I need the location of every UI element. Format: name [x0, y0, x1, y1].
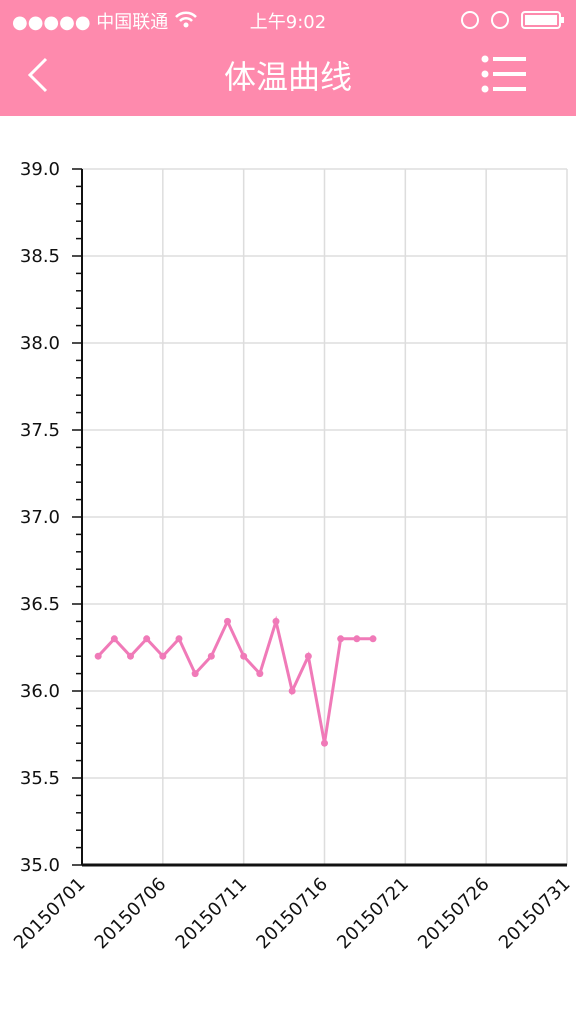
y-tick-label: 38.0	[20, 333, 60, 354]
y-tick-label: 35.5	[20, 768, 60, 789]
data-point	[175, 635, 183, 643]
data-point	[272, 617, 280, 625]
data-point	[94, 652, 102, 660]
y-tick-label: 37.0	[20, 507, 60, 528]
data-point	[191, 670, 199, 678]
data-point	[353, 635, 361, 643]
series-line	[97, 615, 373, 744]
y-tick-label: 38.5	[20, 246, 60, 267]
data-point	[127, 652, 134, 660]
data-point	[256, 670, 264, 678]
data-point	[288, 687, 296, 695]
x-tick-label: 20150731	[495, 874, 575, 954]
y-tick-label: 39.0	[20, 159, 60, 180]
data-point	[224, 617, 231, 625]
data-point	[143, 635, 151, 643]
y-tick-label: 36.5	[20, 594, 60, 615]
menu-button[interactable]	[480, 54, 528, 94]
back-button[interactable]	[24, 56, 54, 96]
y-tick-label: 35.0	[20, 855, 60, 876]
x-tick-label: 20150716	[252, 874, 332, 954]
data-point	[369, 635, 377, 643]
x-tick-label: 20150706	[91, 874, 171, 954]
data-point	[159, 652, 167, 660]
y-tick-label: 36.0	[20, 681, 60, 702]
data-point	[207, 652, 215, 660]
wifi-icon	[175, 11, 197, 28]
data-point	[304, 652, 312, 660]
x-tick-label: 20150726	[414, 874, 494, 954]
data-point	[240, 652, 248, 660]
x-tick-label: 20150711	[172, 874, 252, 954]
x-tick-label: 20150721	[333, 874, 413, 954]
status-icons	[461, 11, 564, 29]
data-point	[337, 635, 345, 643]
page-title: 体温曲线	[223, 58, 352, 96]
clock: 上午9:02	[249, 12, 327, 33]
top-bar: ●●●●● 中国联通 上午9:02 体温曲线	[0, 0, 576, 116]
data-point	[110, 635, 118, 643]
x-tick-label: 20150701	[10, 874, 90, 954]
y-tick-label: 37.5	[20, 420, 60, 441]
carrier: ●●●●● 中国联通	[12, 12, 169, 33]
data-point	[321, 739, 328, 747]
